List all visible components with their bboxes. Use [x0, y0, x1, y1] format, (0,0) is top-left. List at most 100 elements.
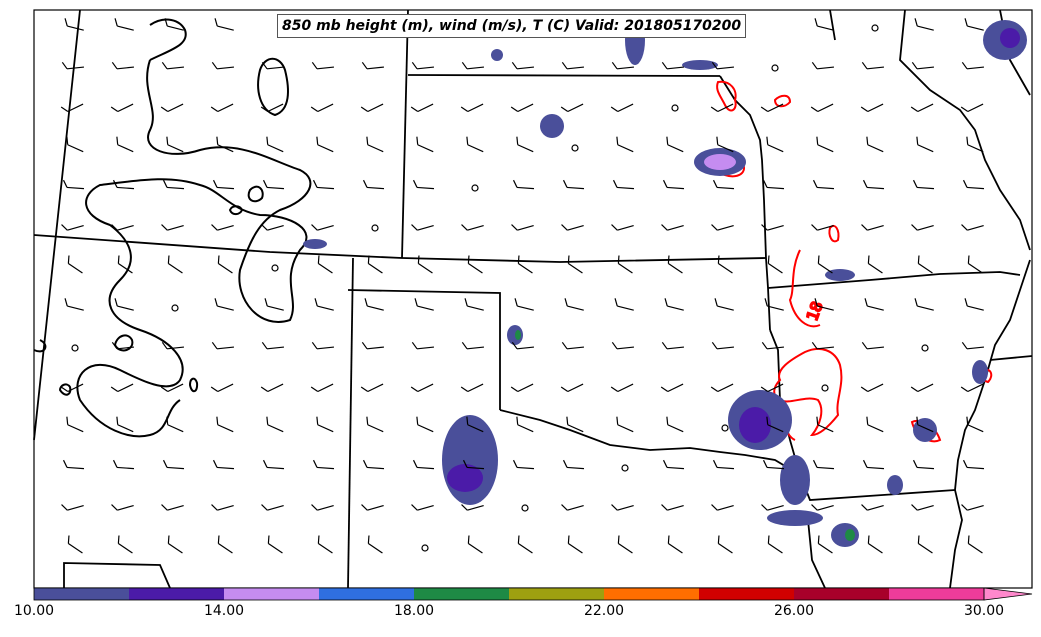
- wind-barb: [467, 255, 483, 274]
- wind-barb: [916, 416, 934, 433]
- colorbar-segment: [604, 588, 699, 600]
- wind-barb: [212, 179, 235, 190]
- wind-barb: [467, 535, 483, 554]
- wind-barb: [814, 298, 834, 311]
- wind-barb: [62, 459, 85, 470]
- wind-barb: [611, 341, 635, 350]
- wind-barb: [66, 416, 84, 433]
- wind-barb: [262, 459, 285, 470]
- wind-barb: [60, 383, 84, 393]
- wind-barb: [967, 535, 983, 554]
- wind-barb: [311, 341, 335, 350]
- colorbar-outline: [33, 587, 985, 601]
- wind-barb: [511, 341, 535, 350]
- wind-barb: [812, 459, 835, 470]
- state-border-ks-mo: [719, 75, 771, 331]
- state-border-ne-ks: [407, 74, 721, 77]
- wind-barb: [662, 179, 685, 190]
- wind-barb: [760, 383, 784, 393]
- wind-barb: [362, 179, 385, 190]
- wind-barb: [967, 255, 983, 274]
- wind-barb: [661, 61, 685, 70]
- wind-barb: [667, 535, 683, 554]
- state-border-iowa-ne: [829, 9, 836, 41]
- wind-barb: [712, 179, 735, 190]
- wind-barb: [461, 61, 485, 70]
- state-border-mo-ar: [767, 271, 1021, 289]
- wind-barb: [861, 61, 885, 70]
- wind-barb: [61, 61, 85, 70]
- wind-barb: [867, 255, 883, 274]
- wind-barb: [417, 255, 433, 274]
- wind-barb: [912, 179, 935, 190]
- wind-barb: [62, 179, 85, 190]
- colorbar: [33, 587, 1033, 601]
- wind-barb: [367, 535, 383, 554]
- wind-barb: [964, 18, 984, 31]
- wind-barb: [911, 224, 934, 231]
- wind-barb: [666, 416, 684, 433]
- temp-contour-1: [716, 80, 737, 112]
- wind-barb: [612, 179, 635, 190]
- wind-barb: [162, 179, 185, 190]
- wind-barb: [267, 535, 283, 554]
- wind-barb: [211, 224, 234, 231]
- wind-barb: [411, 224, 434, 231]
- wind-barb: [860, 383, 884, 393]
- precip-area-3: [780, 455, 810, 505]
- wind-barb: [116, 416, 134, 433]
- wind-barb: [161, 224, 184, 231]
- colorbar-tick-label: 10.00: [13, 603, 55, 619]
- wind-barb: [410, 383, 434, 393]
- height-contour-4: [247, 185, 264, 203]
- height-contour-1: [76, 59, 312, 438]
- wind-barb: [910, 383, 934, 393]
- map-frame: [33, 9, 1033, 589]
- wind-barb: [511, 61, 535, 70]
- wind-barb: [961, 504, 984, 511]
- wind-barb: [617, 535, 633, 554]
- wind-barb: [214, 298, 234, 311]
- wind-barb: [364, 298, 384, 311]
- colorbar-extend-arrow: [983, 587, 1033, 601]
- wind-barb: [216, 416, 234, 433]
- wind-barb: [761, 504, 784, 511]
- wind-barb: [567, 255, 583, 274]
- precip-area-9-core: [1000, 28, 1020, 48]
- wind-barb: [714, 298, 734, 311]
- wind-barb: [262, 179, 285, 190]
- height-contour-5: [113, 334, 134, 352]
- precip-area-13-core: [515, 330, 521, 340]
- calm-wind-marker: [721, 424, 729, 432]
- wind-barb: [861, 224, 884, 231]
- wind-barb: [361, 341, 385, 350]
- wind-barb: [361, 61, 385, 70]
- height-contours: [33, 18, 312, 438]
- wind-barb: [611, 504, 634, 511]
- wind-barb: [510, 103, 534, 113]
- wind-barb: [214, 18, 234, 31]
- wind-barb: [416, 416, 434, 433]
- wind-barb: [117, 535, 133, 554]
- wind-barb: [912, 459, 935, 470]
- calm-wind-marker: [371, 224, 379, 232]
- wind-barb: [464, 298, 484, 311]
- wind-barb: [914, 18, 934, 31]
- wind-barb: [864, 298, 884, 311]
- height-contour-8: [228, 205, 244, 216]
- wind-barb: [914, 298, 934, 311]
- wind-barb: [461, 504, 484, 511]
- wind-barb: [960, 383, 984, 393]
- wind-barb: [67, 255, 83, 274]
- wind-barb: [862, 459, 885, 470]
- colorbar-segment: [129, 588, 224, 600]
- wind-barb: [211, 61, 235, 70]
- wind-barb: [161, 61, 185, 70]
- wind-barb: [761, 341, 785, 350]
- wind-barb: [761, 224, 784, 231]
- wind-barb: [261, 224, 284, 231]
- wind-barb: [661, 224, 684, 231]
- precip-area-4: [767, 510, 823, 526]
- calm-wind-marker: [71, 344, 79, 352]
